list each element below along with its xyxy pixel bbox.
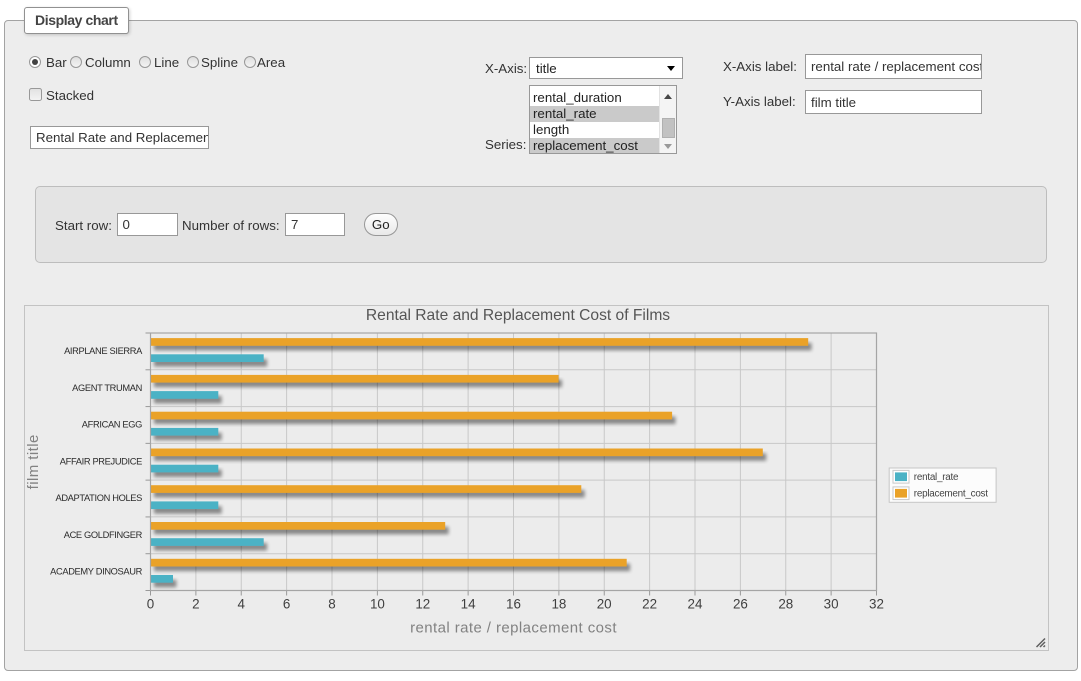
svg-text:24: 24	[688, 597, 703, 612]
svg-text:AIRPLANE SIERRA: AIRPLANE SIERRA	[64, 346, 143, 356]
svg-text:AFFAIR PREJUDICE: AFFAIR PREJUDICE	[60, 456, 142, 466]
svg-text:10: 10	[370, 597, 385, 612]
svg-text:replacement_cost: replacement_cost	[914, 488, 988, 499]
svg-text:26: 26	[733, 597, 748, 612]
svg-text:ADAPTATION HOLES: ADAPTATION HOLES	[55, 493, 142, 503]
svg-text:AGENT TRUMAN: AGENT TRUMAN	[72, 383, 142, 393]
svg-text:22: 22	[642, 597, 657, 612]
svg-text:4: 4	[237, 597, 245, 612]
svg-text:ACE GOLDFINGER: ACE GOLDFINGER	[64, 530, 143, 540]
svg-text:Rental Rate and Replacement Co: Rental Rate and Replacement Cost of Film…	[366, 307, 670, 324]
svg-text:rental_rate: rental_rate	[914, 472, 959, 483]
svg-text:14: 14	[461, 597, 476, 612]
svg-text:AFRICAN EGG: AFRICAN EGG	[82, 420, 142, 430]
svg-text:28: 28	[778, 597, 793, 612]
svg-text:20: 20	[597, 597, 612, 612]
svg-text:ACADEMY DINOSAUR: ACADEMY DINOSAUR	[50, 567, 142, 577]
svg-text:6: 6	[283, 597, 290, 612]
svg-text:film title: film title	[25, 434, 42, 489]
svg-text:16: 16	[506, 597, 521, 612]
svg-text:30: 30	[824, 597, 839, 612]
svg-text:2: 2	[192, 597, 199, 612]
svg-text:0: 0	[147, 597, 154, 612]
svg-text:rental rate / replacement cost: rental rate / replacement cost	[410, 620, 617, 637]
svg-text:12: 12	[415, 597, 430, 612]
svg-text:18: 18	[551, 597, 566, 612]
svg-text:32: 32	[869, 597, 884, 612]
svg-text:8: 8	[328, 597, 335, 612]
